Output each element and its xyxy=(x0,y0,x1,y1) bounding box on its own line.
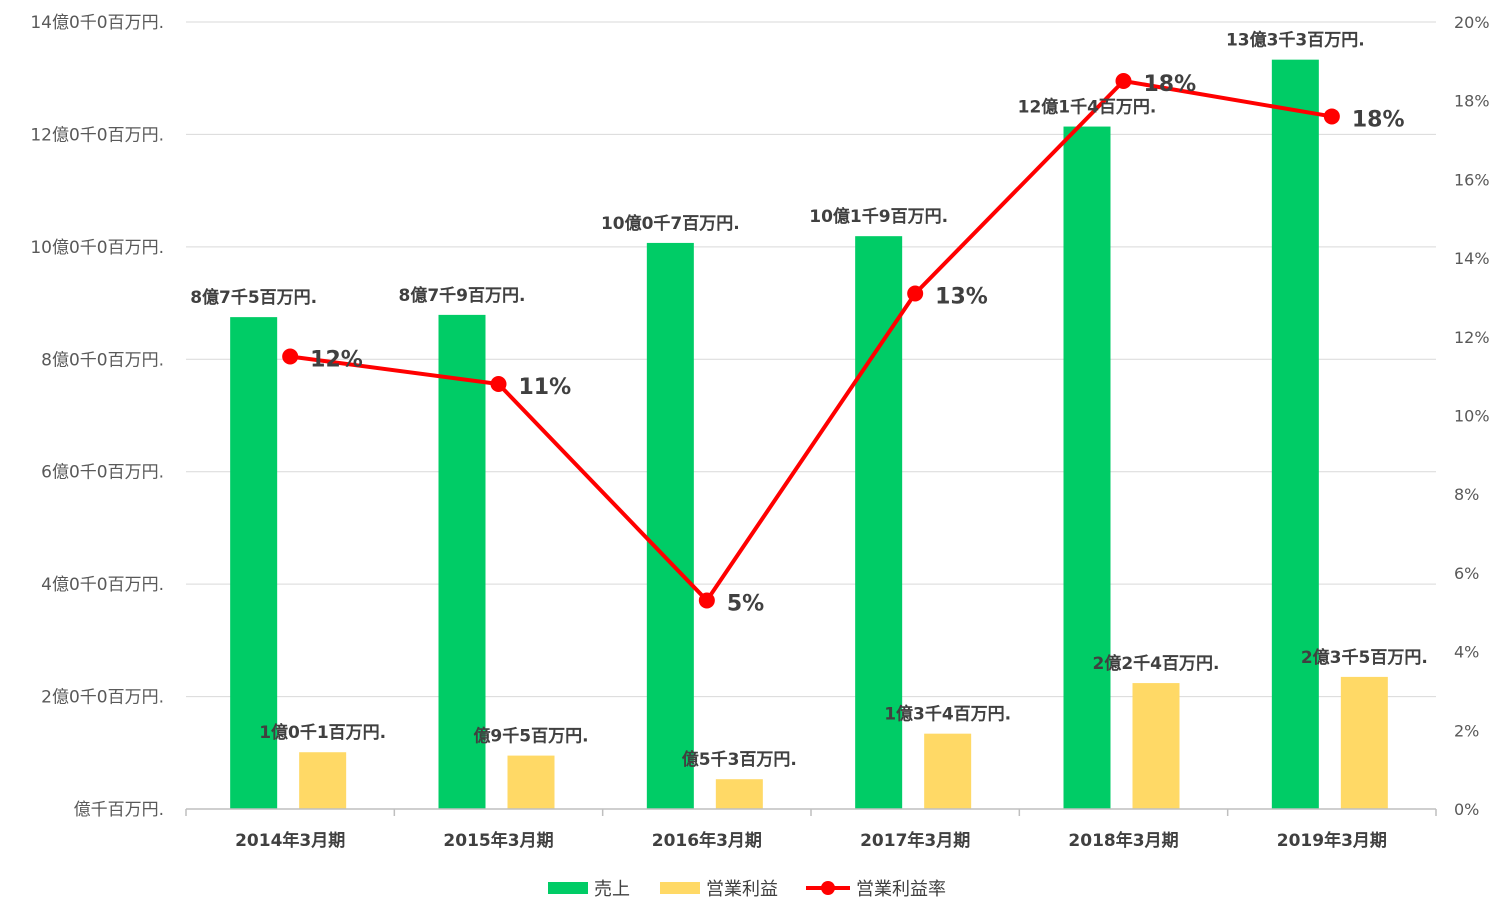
sales-bar xyxy=(1271,59,1319,809)
right-tick-label: 18% xyxy=(1454,92,1490,111)
left-tick-label: 2億0千0百万円. xyxy=(41,688,164,708)
right-tick-label: 10% xyxy=(1454,407,1490,426)
rate-data-label: 18% xyxy=(1144,72,1197,97)
left-axis-ticks: 億千百万円. 2億0千0百万円. 4億0千0百万円. 6億0千0百万円. 8億0千0百万… xyxy=(30,13,164,820)
rate-data-label: 5% xyxy=(727,591,764,616)
profit-data-label: 1億0千1百万円. xyxy=(259,722,386,743)
sales-data-label: 8億7千9百万円. xyxy=(399,285,526,306)
rate-point xyxy=(1115,73,1132,90)
profit-bar xyxy=(1340,676,1388,809)
left-tick-label: 12億0千0百万円. xyxy=(30,125,164,145)
sales-bar xyxy=(855,236,903,810)
sales-bar xyxy=(646,242,694,810)
right-tick-label: 4% xyxy=(1454,643,1479,662)
rate-point xyxy=(1323,108,1340,125)
sales-data-label: 8億7千5百万円. xyxy=(190,287,317,308)
rate-point xyxy=(490,376,507,393)
right-tick-label: 12% xyxy=(1454,328,1490,347)
left-tick-label: 10億0千0百万円. xyxy=(30,238,164,258)
legend-swatch-sales xyxy=(548,882,588,894)
profit-data-label: 1億3千4百万円. xyxy=(884,704,1011,725)
x-tick-label: 2015年3月期 xyxy=(443,830,553,851)
rate-point xyxy=(698,592,715,609)
gridlines xyxy=(186,21,1436,698)
right-tick-label: 0% xyxy=(1454,800,1479,819)
rate-data-label: 18% xyxy=(1352,107,1405,132)
rate-data-label: 13% xyxy=(935,285,988,310)
sales-bar xyxy=(1063,126,1111,809)
legend-label-rate: 営業利益率 xyxy=(856,879,946,900)
profit-data-label: 億9千5百万円. xyxy=(473,726,588,747)
rate-line xyxy=(282,73,1340,609)
profit-bar xyxy=(715,779,763,809)
sales-data-label: 10億1千9百万円. xyxy=(809,206,948,227)
sales-bar xyxy=(438,314,486,809)
right-tick-label: 14% xyxy=(1454,249,1490,268)
profit-bar xyxy=(924,733,972,809)
profit-data-label: 2億2千4百万円. xyxy=(1093,653,1220,674)
profit-bar xyxy=(1132,683,1180,809)
x-tick-label: 2019年3月期 xyxy=(1277,830,1387,851)
rate-series-line xyxy=(289,79,1333,603)
right-tick-label: 16% xyxy=(1454,170,1490,189)
legend-label-profit: 営業利益 xyxy=(706,879,778,900)
sales-data-label: 13億3千3百万円. xyxy=(1226,30,1365,51)
left-tick-label: 4億0千0百万円. xyxy=(41,575,164,595)
x-tick-label: 2014年3月期 xyxy=(235,830,345,851)
rate-data-label: 12% xyxy=(310,347,363,372)
x-axis: 2014年3月期 2015年3月期 2016年3月期 2017年3月期 2018年3月期… xyxy=(185,808,1437,851)
left-tick-label: 億千百万円. xyxy=(74,800,164,820)
sales-bar xyxy=(230,317,278,809)
left-tick-label: 6億0千0百万円. xyxy=(41,463,164,483)
legend-swatch-rate-marker xyxy=(821,881,835,895)
left-tick-label: 8億0千0百万円. xyxy=(41,350,164,370)
right-tick-label: 2% xyxy=(1454,721,1479,740)
x-tick-label: 2016年3月期 xyxy=(652,830,762,851)
profit-data-label: 2億3千5百万円. xyxy=(1301,647,1428,668)
legend-label-sales: 売上 xyxy=(594,879,630,900)
rate-data-label: 11% xyxy=(519,375,572,400)
x-tick-label: 2017年3月期 xyxy=(860,830,970,851)
bars xyxy=(230,59,1388,810)
sales-data-label: 10億0千7百万円. xyxy=(601,213,740,234)
bar-data-labels: 8億7千5百万円. 1億0千1百万円. 8億7千9百万円. 億9千5百万円. 10億0千… xyxy=(190,30,1428,771)
legend-swatch-profit xyxy=(660,882,700,894)
profit-bar xyxy=(299,752,347,809)
right-tick-label: 6% xyxy=(1454,564,1479,583)
right-tick-label: 20% xyxy=(1454,13,1490,32)
right-tick-label: 8% xyxy=(1454,485,1479,504)
profit-bar xyxy=(507,755,555,809)
left-tick-label: 14億0千0百万円. xyxy=(30,13,164,33)
x-tick-label: 2018年3月期 xyxy=(1068,830,1178,851)
right-axis-ticks: 0% 2% 4% 6% 8% 10% 12% 14% 16% 18% 20% xyxy=(1454,13,1490,819)
profit-data-label: 億5千3百万円. xyxy=(682,749,797,770)
rate-point xyxy=(907,285,924,302)
legend: 売上 営業利益 営業利益率 xyxy=(548,879,946,900)
rate-point xyxy=(282,348,299,365)
rate-data-labels: 12% 11% 5% 13% 18% 18% xyxy=(310,72,1404,616)
sales-data-label: 12億1千4百万円. xyxy=(1018,97,1157,118)
